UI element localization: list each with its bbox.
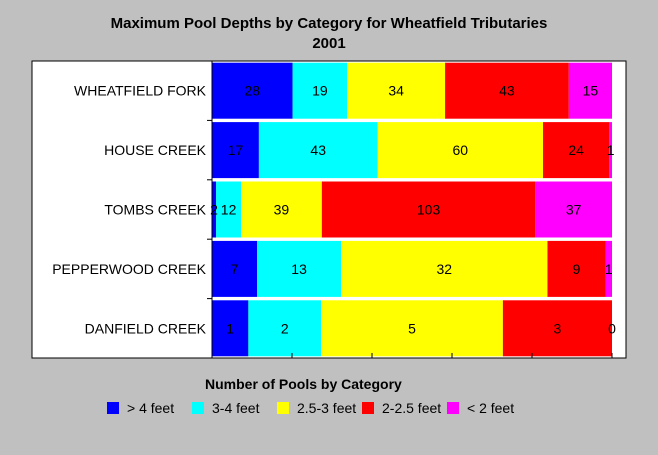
bar-segment: [605, 240, 612, 297]
bar-segment: [502, 300, 612, 357]
data-label: 34: [388, 83, 404, 99]
legend-swatch: [362, 402, 374, 414]
category-label: PEPPERWOOD CREEK: [52, 261, 206, 277]
data-label: 12: [221, 202, 237, 218]
bar-segment: [248, 300, 322, 357]
data-label: 24: [568, 142, 584, 158]
legend-title: Number of Pools by Category: [205, 376, 402, 392]
legend-swatch: [277, 402, 289, 414]
data-label: 103: [417, 202, 441, 218]
data-label: 32: [436, 261, 452, 277]
data-label: 60: [452, 142, 468, 158]
bar-segment: [547, 240, 606, 297]
data-label: 0: [608, 320, 616, 336]
legend-label: 2.5-3 feet: [297, 400, 357, 416]
data-label: 39: [274, 202, 290, 218]
data-label: 1: [605, 261, 613, 277]
bar-segment: [377, 122, 544, 179]
axis-layer: [207, 61, 613, 358]
legend-item: 2.5-3 feet: [277, 400, 362, 417]
data-label: 2: [281, 320, 289, 336]
data-label: 15: [583, 83, 599, 99]
bar-segment: [341, 240, 548, 297]
legend-item: 3-4 feet: [192, 400, 277, 417]
bar-segment: [216, 181, 242, 238]
chart-title-line1: Maximum Pool Depths by Category for Whea…: [110, 15, 548, 32]
legend-label: > 4 feet: [127, 400, 175, 416]
legend-label: 2-2.5 feet: [382, 400, 442, 416]
bar-segment: [257, 240, 342, 297]
bar-segment: [347, 62, 446, 119]
bar-segment: [241, 181, 322, 238]
category-label: TOMBS CREEK: [104, 202, 206, 218]
data-label: 3: [554, 320, 562, 336]
bar-segment: [292, 62, 348, 119]
bar-segment: [609, 122, 612, 179]
bar-segment: [535, 181, 612, 238]
data-label: 43: [499, 83, 515, 99]
category-labels-layer: WHEATFIELD FORK HOUSE CREEK TOMBS CREEK PEP…: [52, 83, 206, 337]
category-label: WHEATFIELD FORK: [74, 83, 207, 99]
bar-segment: [212, 62, 293, 119]
data-label: 19: [312, 83, 328, 99]
legend-label: < 2 feet: [467, 400, 515, 416]
data-label: 1: [607, 142, 615, 158]
bar-segment: [321, 181, 536, 238]
bar-segment: [212, 300, 249, 357]
data-label: 13: [291, 261, 307, 277]
legend-item: < 2 feet: [447, 400, 532, 417]
legend-swatch: [192, 402, 204, 414]
bar-segment: [212, 122, 259, 179]
data-label: 28: [244, 83, 260, 99]
chart-title-line2: 2001: [312, 35, 346, 52]
data-label: 9: [573, 261, 581, 277]
bar-segment: [445, 62, 569, 119]
data-label: 5: [408, 320, 416, 336]
data-label: 43: [310, 142, 326, 158]
category-label: DANFIELD CREEK: [85, 320, 207, 336]
bar-segment: [568, 62, 612, 119]
data-label: 17: [228, 142, 244, 158]
bar-segment: [543, 122, 610, 179]
data-label: 37: [566, 202, 582, 218]
chart-title: Maximum Pool Depths by Category for Whea…: [0, 14, 658, 54]
legend-label: 3-4 feet: [212, 400, 260, 416]
bars-layer: [212, 62, 612, 357]
legend-swatch: [107, 402, 119, 414]
bar-segment: [321, 300, 503, 357]
data-label: 2: [210, 202, 218, 218]
bar-segment: [258, 122, 378, 179]
data-label: 7: [231, 261, 239, 277]
data-label: 1: [226, 320, 234, 336]
legend-swatch: [447, 402, 459, 414]
legend-item: > 4 feet: [107, 400, 192, 417]
category-label: HOUSE CREEK: [104, 142, 207, 158]
bar-segment: [212, 181, 217, 238]
legend: > 4 feet 3-4 feet 2.5-3 feet 2-2.5 feet < 2 …: [107, 400, 532, 417]
legend-item: 2-2.5 feet: [362, 400, 447, 417]
bar-segment: [212, 240, 258, 297]
